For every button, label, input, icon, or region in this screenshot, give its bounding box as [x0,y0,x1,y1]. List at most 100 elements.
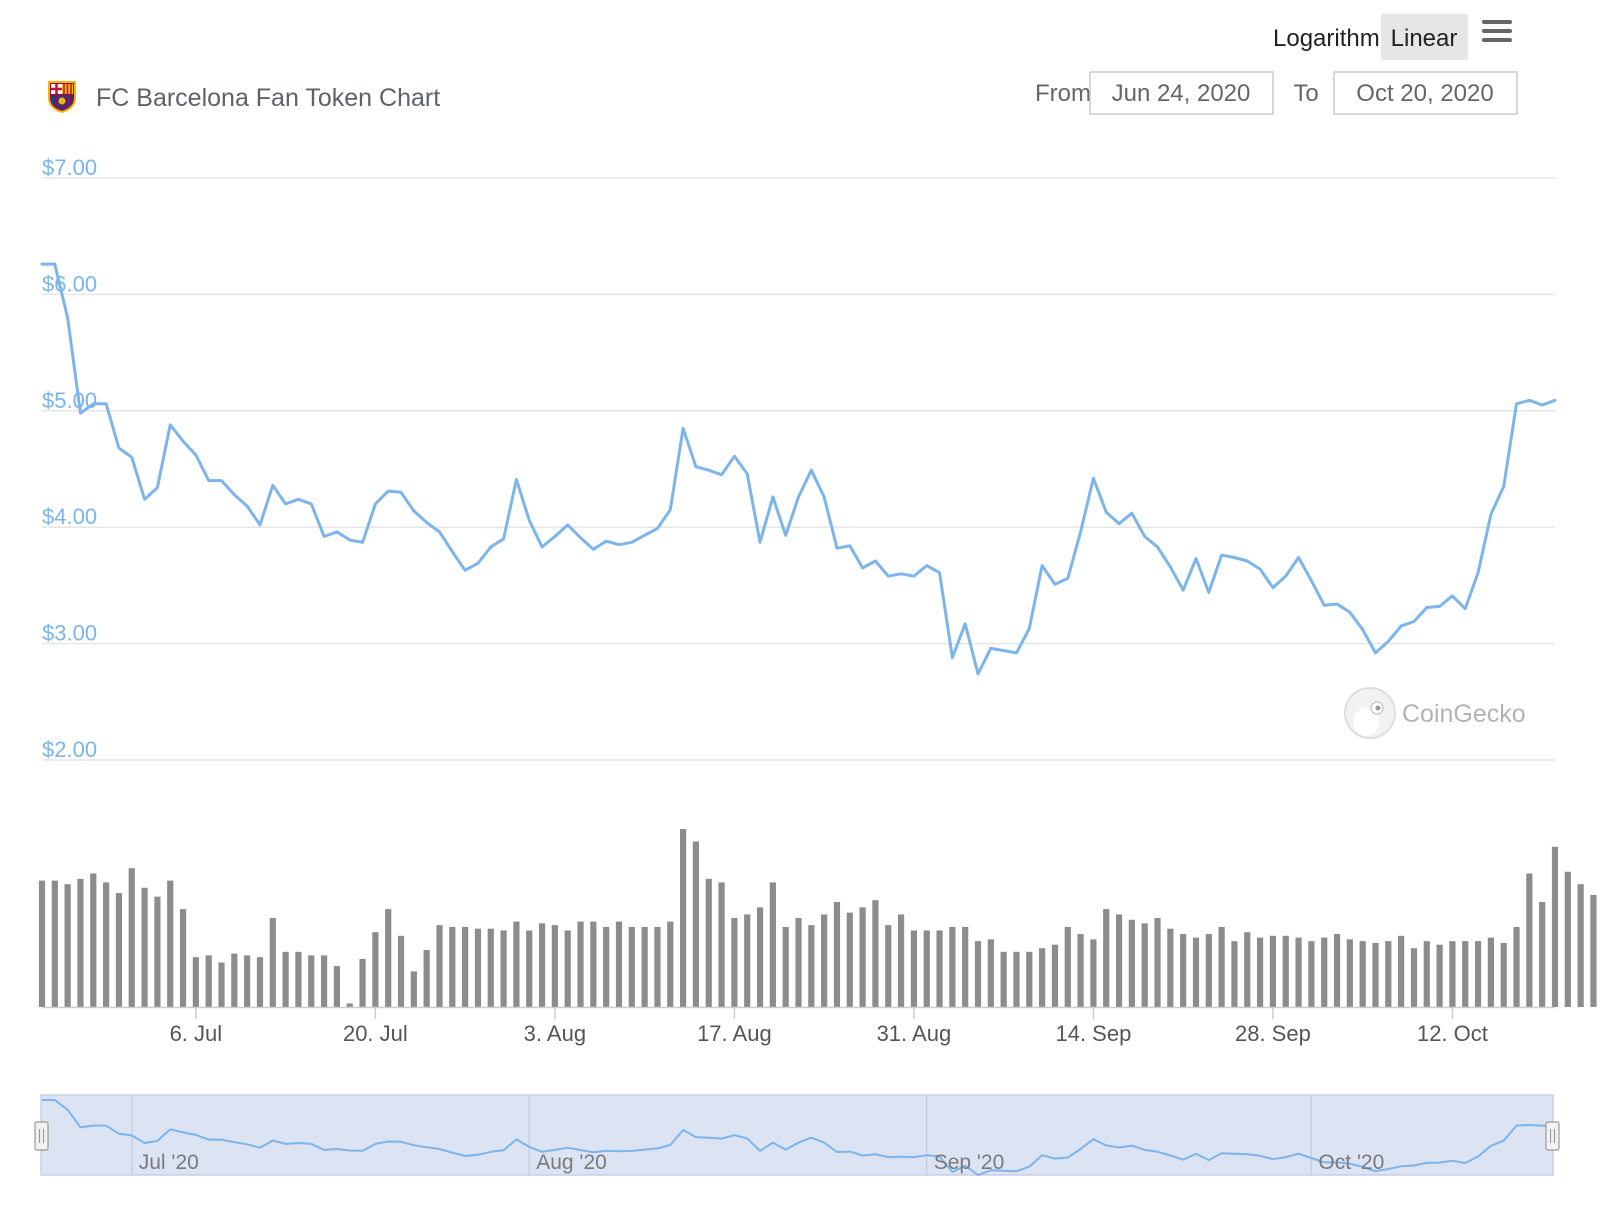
token-logo-icon [48,81,76,114]
volume-bar [1026,951,1033,1007]
volume-bar [821,914,828,1007]
volume-bar [269,918,276,1007]
volume-bar [1256,937,1264,1007]
volume-bar [90,873,97,1007]
volume-bar [808,925,815,1007]
volume-bar [141,887,148,1007]
volume-bar [1385,941,1392,1007]
navigator-series [42,1099,1556,1176]
navigator-labels: Jul '20 Aug '20 Sep '20 Oct '20 [139,1151,1385,1174]
volume-bar [1423,941,1430,1007]
volume-bar [474,928,482,1007]
volume-bar [628,926,635,1007]
volume-bar [51,880,58,1007]
from-date-field[interactable] [1089,71,1274,115]
volume-bar [115,893,123,1007]
linear-button[interactable]: Linear [1381,14,1468,60]
volume-bar [731,918,738,1007]
volume-bar [769,882,776,1007]
volume-bar [1090,939,1097,1007]
volume-bar [974,941,982,1007]
volume-bar [603,926,610,1007]
volume-bar [1282,935,1289,1007]
navigator-right-handle[interactable] [1545,1121,1560,1151]
to-date-value: Oct 20, 2020 [1356,80,1493,107]
linear-button-label: Linear [1391,25,1458,52]
volume-bar [256,957,264,1007]
volume-bar [1269,935,1277,1007]
x-tick-label: 28. Sep [1235,1021,1311,1046]
volume-bar [167,880,174,1007]
volume-bar [64,884,71,1007]
volume-bar [308,955,315,1007]
volume-bar [1513,926,1520,1007]
x-tick-label: 3. Aug [524,1021,586,1046]
logarithmic-button[interactable]: Logarithmic [1273,25,1397,52]
to-date-field[interactable] [1333,71,1518,115]
x-tick-label: 12. Oct [1417,1021,1488,1046]
navigator-label: Sep '20 [934,1151,1005,1174]
volume-bar [359,958,366,1007]
volume-bar [872,900,879,1007]
volume-bar [1103,909,1110,1007]
volume-bar [500,930,507,1007]
volume-bar [1551,846,1559,1007]
volume-bar [1564,871,1571,1007]
volume-bar [1295,937,1302,1007]
y-tick-label: $5.00 [42,388,97,413]
y-tick-label: $2.00 [42,737,97,762]
volume-bar [1308,941,1315,1007]
volume-bar [667,921,674,1007]
navigator-left-handle[interactable] [34,1121,49,1151]
y-axis: $7.00 $6.00 $5.00 $4.00 $3.00 $2.00 [42,155,97,762]
volume-bar [795,918,802,1007]
volume-bar [1141,923,1148,1007]
menu-icon[interactable] [1482,18,1512,44]
volume-bar [1410,948,1418,1007]
volume-bar [1398,935,1405,1007]
volume-bar [192,957,199,1007]
volume-bar [1436,944,1443,1007]
volume-bar [744,914,751,1007]
volume-bar [462,926,469,1007]
volume-bar [885,925,892,1007]
chart-title: FC Barcelona Fan Token Chart [96,84,440,112]
navigator-label: Jul '20 [139,1151,199,1174]
volume-bar [77,878,84,1007]
grid-lines [42,177,1555,761]
volume-bar [423,950,430,1007]
from-date-value: Jun 24, 2020 [1112,80,1251,107]
volume-bar [756,907,764,1007]
volume-bar [1577,884,1584,1007]
volume-bar [320,955,328,1007]
volume-bar [654,926,661,1007]
navigator-label: Oct '20 [1318,1151,1384,1174]
volume-bar [923,930,930,1007]
volume-bar [103,882,110,1007]
volume-bar [205,955,212,1007]
from-label: From [1035,80,1091,107]
volume-bar [1013,951,1020,1007]
navigator-selected-range[interactable] [40,1094,1554,1176]
volume-bar [1231,941,1238,1007]
volume-bar [782,926,789,1007]
to-label: To [1293,80,1318,107]
price-line [40,262,1557,676]
x-tick-label: 20. Jul [343,1021,408,1046]
volume-bar [1333,934,1341,1007]
volume-bar [1218,926,1225,1007]
volume-bar [244,955,251,1007]
volume-bar [1051,944,1059,1007]
x-axis: 6. Jul 20. Jul 3. Aug 17. Aug 31. Aug 14. Sep… [42,1006,1555,1046]
volume-bar [1590,894,1597,1007]
y-tick-label: $6.00 [42,271,97,296]
volume-bar [936,930,943,1007]
navigator[interactable]: Jul '20 Aug '20 Sep '20 Oct '20 [34,1094,1560,1176]
volume-bar [449,926,456,1007]
price-series [40,262,1557,676]
volume-bar [910,930,917,1007]
volume-bar [410,971,417,1007]
volume-bar [1180,934,1187,1007]
volume-bar [1039,948,1046,1007]
